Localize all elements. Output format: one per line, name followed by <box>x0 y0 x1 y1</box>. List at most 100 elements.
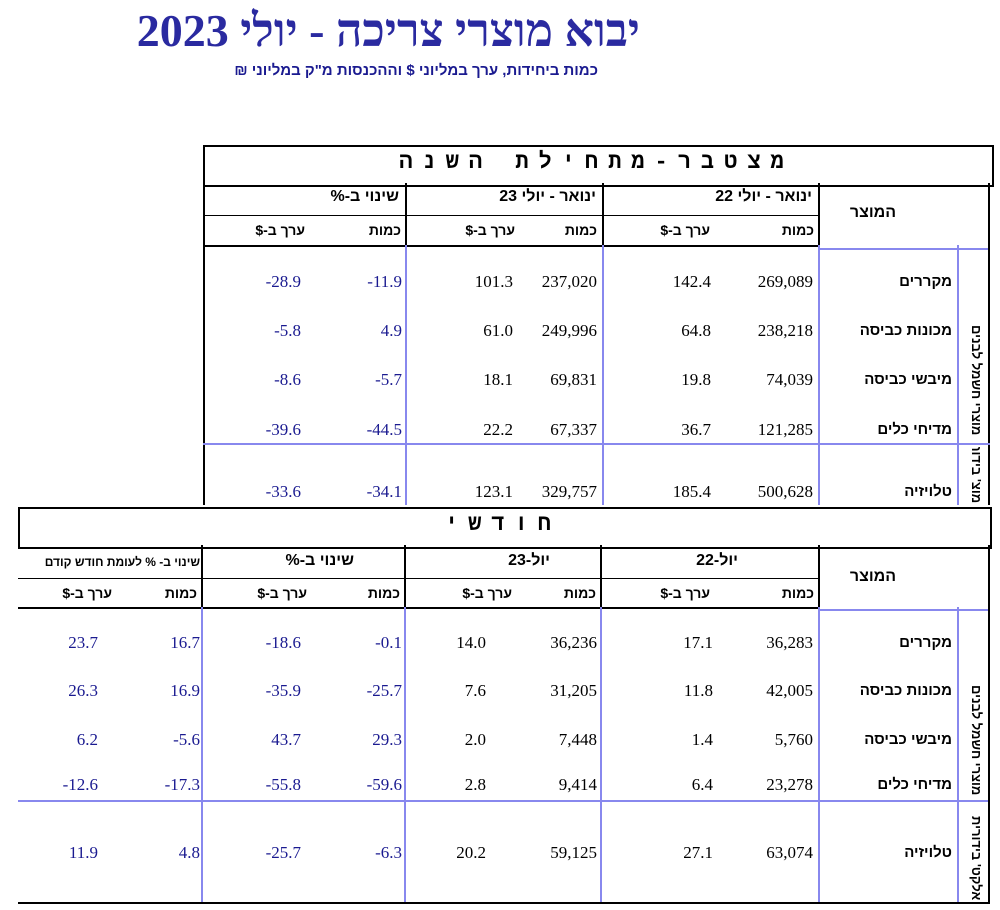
monthly-row-chg-qty: -59.6 <box>366 775 402 794</box>
ytd-row-val23: 18.1 <box>483 370 513 389</box>
ytd-blue-v4 <box>957 245 959 505</box>
ytd-header-bottom <box>203 245 818 247</box>
monthly-row-chg-qty: -6.3 <box>375 843 402 862</box>
ytd-row-qty22: 74,039 <box>766 370 813 389</box>
monthly-row-val22: 17.1 <box>683 633 713 652</box>
monthly-row-chg-qty: -25.7 <box>366 681 402 700</box>
ytd-val-23: ערך ב-$ <box>465 222 515 238</box>
ytd-blue-v2 <box>602 245 604 505</box>
monthly-bottom-border <box>18 902 990 904</box>
ytd-row-qty22: 121,285 <box>757 420 813 439</box>
monthly-val-chg: ערך ב-$ <box>257 585 307 601</box>
monthly-row-qty22: 36,283 <box>766 633 813 652</box>
ytd-row-chg-val: -33.6 <box>265 482 301 501</box>
ytd-row-val22: 19.8 <box>681 370 711 389</box>
ytd-row-product: מדיחי כלים <box>877 421 952 438</box>
ytd-row-chg-val: -28.9 <box>265 272 301 291</box>
monthly-banner: חודשי <box>444 512 561 537</box>
ytd-row-chg-qty: -34.1 <box>366 482 402 501</box>
ytd-col-sep-3 <box>818 183 820 245</box>
ytd-row-chg-qty: 4.9 <box>380 321 402 340</box>
monthly-period1-header: יול-22 <box>696 552 738 569</box>
ytd-row-val23: 61.0 <box>483 321 513 340</box>
ytd-blue-v1 <box>405 245 407 505</box>
monthly-row-prev-val: -12.6 <box>62 775 98 794</box>
monthly-blue-v3 <box>818 607 820 902</box>
monthly-qty-prev: כמות <box>164 585 197 601</box>
monthly-category-white-goods: מוצרי חשמל לבנים <box>969 684 984 795</box>
ytd-row-chg-val: -39.6 <box>265 420 301 439</box>
ytd-val-chg: ערך ב-$ <box>255 222 305 238</box>
monthly-row-prev-val: 11.9 <box>68 843 98 862</box>
monthly-row-prev-val: 23.7 <box>68 633 98 652</box>
monthly-category-entertainment: אלקט' בידורית <box>969 815 984 900</box>
monthly-row-product: מיבשי כביסה <box>864 731 952 748</box>
monthly-row-qty22: 5,760 <box>774 730 813 749</box>
ytd-qty-chg: כמות <box>368 222 401 238</box>
ytd-row-val23: 101.3 <box>474 272 513 291</box>
ytd-row-val23: 22.2 <box>483 420 513 439</box>
ytd-row-chg-qty: -11.9 <box>367 272 402 291</box>
monthly-blue-h1 <box>18 800 988 802</box>
monthly-row-chg-qty: -0.1 <box>375 633 402 652</box>
monthly-row-val23: 2.0 <box>464 730 486 749</box>
monthly-row-chg-val: -25.7 <box>265 843 301 862</box>
monthly-blue-v0 <box>201 607 203 902</box>
ytd-row-qty23: 237,020 <box>541 272 597 291</box>
monthly-row-product: מכונות כביסה <box>859 682 952 699</box>
monthly-row-val22: 1.4 <box>691 730 713 749</box>
ytd-row-qty22: 269,089 <box>757 272 813 291</box>
monthly-row-chg-qty: 29.3 <box>372 730 402 749</box>
ytd-sub-divider <box>203 215 818 216</box>
monthly-row-product: מדיחי כלים <box>877 776 952 793</box>
monthly-header-bottom <box>18 607 818 609</box>
monthly-row-qty23: 7,448 <box>558 730 597 749</box>
monthly-row-chg-val: -35.9 <box>265 681 301 700</box>
monthly-row-val23: 14.0 <box>456 633 486 652</box>
monthly-row-product: טלויזיה <box>904 844 952 861</box>
ytd-period1-header: ינואר - יולי 22 <box>715 188 812 205</box>
ytd-col-sep-1 <box>405 183 407 245</box>
ytd-row-qty22: 238,218 <box>757 321 813 340</box>
page-subtitle: כמות ביחידות, ערך במליוני $ וההכנסות מ"ק… <box>234 62 598 79</box>
monthly-col-sep-3 <box>818 545 820 607</box>
monthly-blue-v2 <box>600 607 602 902</box>
monthly-row-qty23: 9,414 <box>558 775 597 794</box>
ytd-row-chg-qty: -44.5 <box>366 420 402 439</box>
ytd-qty-23: כמות <box>564 222 597 238</box>
monthly-product-header: המוצר <box>849 568 897 585</box>
ytd-row-qty22: 500,628 <box>757 482 813 501</box>
monthly-row-val22: 27.1 <box>683 843 713 862</box>
monthly-blue-h0 <box>818 609 988 611</box>
monthly-prev-change-header: שינוי ב- % לעומת חודש קודם <box>44 555 200 569</box>
monthly-row-qty23: 59,125 <box>550 843 597 862</box>
monthly-row-product: מקררים <box>899 634 952 651</box>
monthly-right-border <box>988 545 990 903</box>
monthly-row-prev-qty: 4.8 <box>178 843 200 862</box>
monthly-row-chg-val: -18.6 <box>265 633 301 652</box>
ytd-row-qty23: 329,757 <box>541 482 597 501</box>
monthly-row-prev-qty: -17.3 <box>164 775 200 794</box>
ytd-val-22: ערך ב-$ <box>660 222 710 238</box>
ytd-row-product: מיבשי כביסה <box>864 371 952 388</box>
monthly-row-val23: 2.8 <box>464 775 486 794</box>
monthly-qty-23: כמות <box>563 585 596 601</box>
monthly-col-sep-1 <box>404 545 406 607</box>
monthly-val-22: ערך ב-$ <box>660 585 710 601</box>
ytd-row-val22: 36.7 <box>681 420 711 439</box>
monthly-blue-v1 <box>404 607 406 902</box>
ytd-change-header: שינוי ב-% <box>330 188 399 205</box>
monthly-row-qty22: 23,278 <box>766 775 813 794</box>
monthly-sub-divider <box>18 578 818 579</box>
monthly-row-prev-val: 6.2 <box>76 730 98 749</box>
monthly-row-chg-val: -55.8 <box>265 775 301 794</box>
monthly-row-val22: 6.4 <box>691 775 713 794</box>
ytd-period2-header: ינואר - יולי 23 <box>499 188 596 205</box>
ytd-row-qty23: 67,337 <box>550 420 597 439</box>
page-title: יבוא מוצרי צריכה - יולי 2023 <box>136 5 640 56</box>
ytd-col-sep-2 <box>602 183 604 245</box>
monthly-row-prev-qty: -5.6 <box>173 730 200 749</box>
monthly-blue-v4 <box>957 607 959 902</box>
ytd-row-product: מכונות כביסה <box>859 322 952 339</box>
monthly-row-val23: 7.6 <box>464 681 486 700</box>
